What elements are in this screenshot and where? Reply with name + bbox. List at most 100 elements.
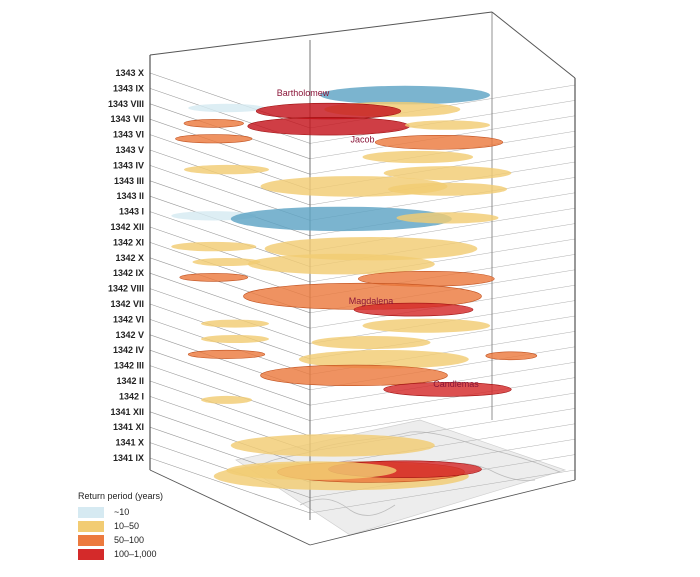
flood-ellipse: [311, 336, 431, 349]
month-labels: 1343 X 1343 IX 1343 VIII 1343 VII 1343 VI 134…: [108, 68, 144, 463]
legend-label: 10–50: [114, 521, 140, 531]
flood-ellipses: [171, 85, 538, 491]
grid-line-left: [149, 457, 311, 514]
legend-swatch: [78, 506, 104, 518]
grid-line-left: [149, 118, 311, 175]
month-label: 1343 IV: [113, 160, 144, 170]
event-label: Candlemas: [433, 379, 479, 389]
flood-ellipse: [179, 273, 249, 282]
legend-label: ~10: [114, 507, 130, 517]
month-label: 1342 I: [119, 391, 144, 401]
event-label: Magdalena: [349, 296, 394, 306]
flood-ellipse: [374, 135, 504, 150]
flood-ellipse: [388, 182, 507, 196]
month-label: 1342 VI: [113, 314, 144, 324]
month-label: 1342 VII: [110, 299, 144, 309]
month-label: 1342 V: [115, 330, 144, 340]
month-label: 1341 IX: [113, 453, 144, 463]
flood-ellipse: [187, 349, 266, 359]
flood-ellipse: [320, 85, 490, 105]
flood-ellipse: [201, 319, 269, 328]
month-label: 1343 V: [115, 145, 144, 155]
month-label: 1341 XI: [113, 422, 144, 432]
flood-ellipse: [230, 434, 435, 457]
flood-ellipse: [255, 102, 402, 120]
grid-line-left: [149, 380, 311, 437]
grid-line-right: [309, 377, 576, 421]
month-label: 1342 IV: [113, 345, 144, 355]
box-edge: [309, 479, 576, 546]
grid-line-left: [149, 288, 311, 344]
flood-ellipse: [188, 103, 265, 113]
flood-ellipse: [171, 241, 257, 252]
grid-line-left: [149, 195, 311, 252]
month-label: 1343 VII: [110, 114, 144, 124]
box-edge: [149, 469, 311, 546]
event-label: Jacob: [350, 135, 374, 145]
grid-line-right: [309, 238, 576, 283]
grid-line-left: [149, 226, 311, 283]
month-label: 1342 XI: [113, 237, 144, 247]
flood-ellipse: [383, 382, 512, 397]
month-label: 1341 X: [115, 438, 144, 448]
month-label: 1343 X: [115, 68, 144, 78]
box-edge: [491, 11, 576, 79]
grid-line-left: [149, 272, 311, 329]
flood-ellipse: [230, 206, 452, 232]
flood-ellipse: [183, 119, 244, 128]
legend-item: ~10: [78, 505, 218, 519]
month-label: 1343 VI: [113, 130, 144, 140]
legend-item: 50–100: [78, 533, 218, 547]
flood-ellipse: [485, 351, 538, 361]
flood-ellipse: [383, 166, 512, 181]
grid-line-left: [149, 149, 311, 206]
flood-ellipse: [298, 350, 469, 369]
legend-item: 100–1,000: [78, 547, 218, 561]
flood-ellipse: [405, 120, 490, 130]
flood-ellipse: [396, 212, 499, 224]
flood-ellipse: [192, 258, 261, 266]
grid-line-left: [149, 103, 311, 160]
flood-ellipse: [175, 134, 253, 144]
grid-line-right: [309, 392, 576, 437]
legend-label: 100–1,000: [114, 549, 157, 559]
legend-label: 50–100: [114, 535, 145, 545]
legend-swatch: [78, 534, 104, 546]
legend-title: Return period (years): [78, 491, 164, 501]
month-label: 1342 X: [115, 253, 144, 263]
grid-line-left: [149, 349, 311, 406]
legend-swatch: [78, 520, 104, 532]
grid-line-left: [149, 365, 311, 421]
legend-swatch: [78, 548, 104, 560]
legend: Return period (years) ~10 10–50 50–100 1…: [78, 491, 218, 561]
grid-line-left: [149, 319, 311, 375]
grid-line-right: [309, 469, 576, 514]
flood-ellipse: [260, 364, 448, 387]
grid-line-right: [309, 423, 576, 468]
month-label: 1341 XII: [110, 407, 144, 417]
flood-ellipse: [184, 164, 269, 175]
month-label: 1343 III: [114, 176, 144, 186]
flood-ellipse: [247, 253, 435, 275]
month-label: 1342 VIII: [108, 284, 144, 294]
event-label: Bartholomew: [277, 88, 330, 98]
flood-ellipse: [201, 395, 252, 404]
month-label: 1343 I: [119, 207, 144, 217]
event-labels: Bartholomew Jacob Magdalena Candlemas: [277, 88, 480, 389]
month-label: 1343 II: [116, 191, 144, 201]
legend-item: 10–50: [78, 519, 218, 533]
grid-line-left: [149, 88, 311, 144]
grid-line-left: [149, 411, 311, 468]
flood-ellipse: [362, 150, 474, 164]
flood-ellipse: [226, 461, 397, 480]
flood-ellipse: [247, 116, 410, 136]
month-label: 1343 IX: [113, 83, 144, 93]
grid-line-left: [149, 303, 311, 360]
box-edge: [149, 11, 493, 56]
flood-ellipse: [362, 318, 491, 333]
flood-ellipse: [201, 335, 269, 343]
month-label: 1342 XII: [110, 222, 144, 232]
month-label: 1342 III: [114, 361, 144, 371]
month-label: 1342 II: [116, 376, 144, 386]
